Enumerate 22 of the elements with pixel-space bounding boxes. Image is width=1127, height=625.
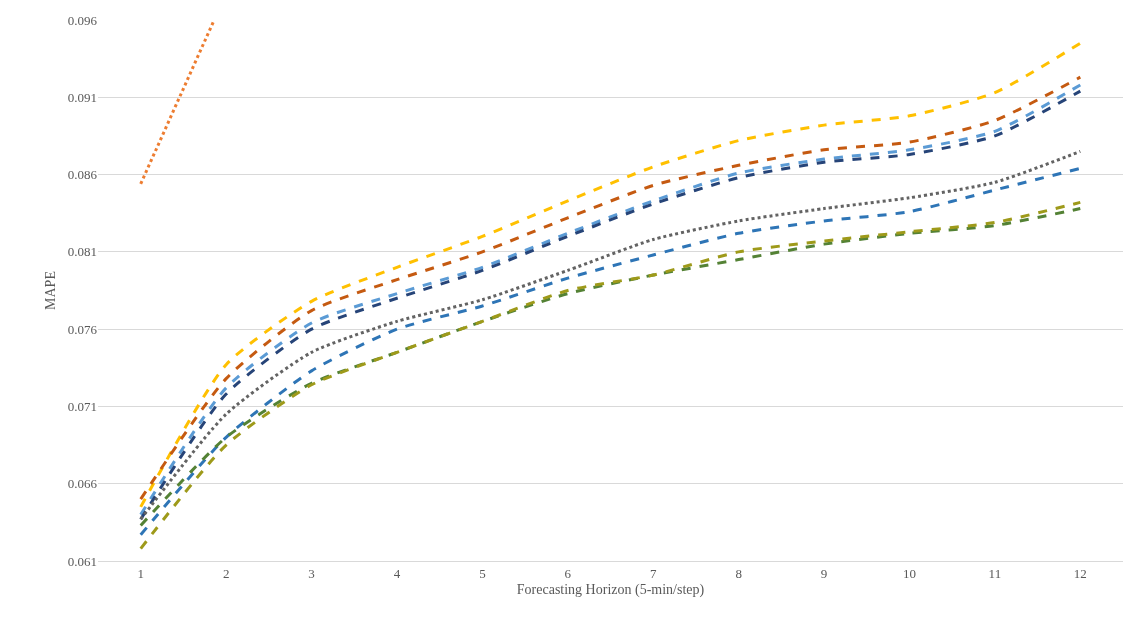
- x-tick-label: 4: [393, 565, 401, 581]
- y-tick-label: 0.081: [67, 244, 97, 260]
- x-tick-label: 7: [649, 565, 657, 581]
- y-tick-label: 0.071: [67, 398, 97, 414]
- x-tick-label: 2: [222, 565, 230, 581]
- x-tick-label: 6: [564, 565, 572, 581]
- x-tick-label: 5: [479, 565, 486, 581]
- y-tick-label: 0.066: [67, 476, 98, 492]
- x-tick-label: 3: [308, 565, 315, 581]
- x-tick-label: 12: [1073, 565, 1087, 581]
- y-tick-label: 0.091: [67, 89, 97, 105]
- y-tick-label: 0.086: [67, 167, 98, 183]
- x-tick-label: 11: [988, 565, 1002, 581]
- x-tick-label: 1: [137, 565, 144, 581]
- x-tick-label: 10: [902, 565, 916, 581]
- x-tick-label: 8: [735, 565, 742, 581]
- y-tick-label: 0.096: [67, 12, 98, 28]
- x-axis-title: Forecasting Horizon (5-min/step): [516, 581, 705, 598]
- x-tick-label: 9: [820, 565, 828, 581]
- y-tick-label: 0.076: [67, 321, 98, 337]
- y-tick-label: 0.061: [67, 553, 97, 569]
- y-axis-title: MAPE: [43, 271, 59, 310]
